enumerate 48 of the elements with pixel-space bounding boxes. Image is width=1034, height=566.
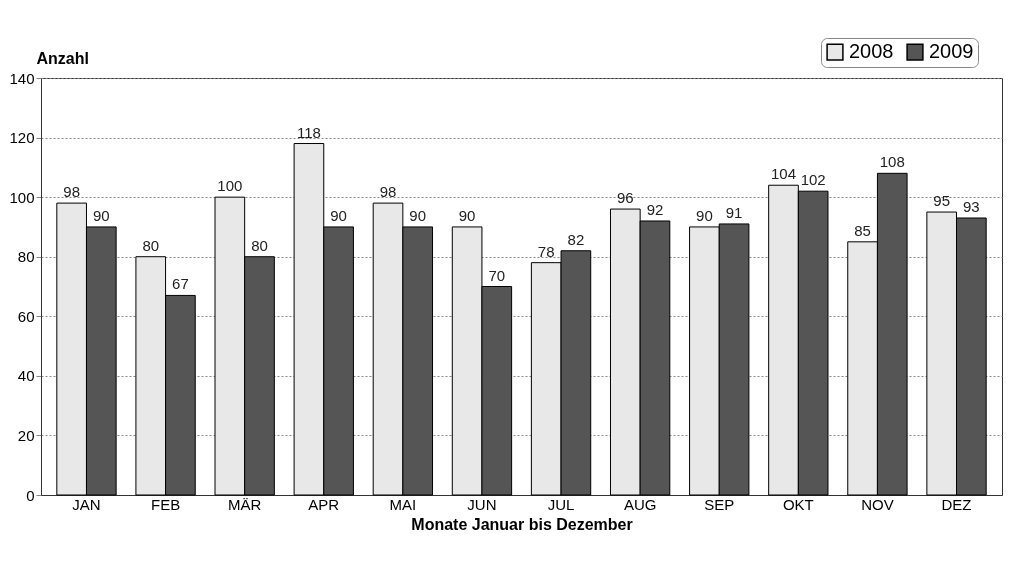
x-tick-label: JUL [547,495,575,513]
x-tick-label: MAI [389,495,417,513]
x-tick-label: JUN [467,495,497,513]
x-tick-label: AUG [623,495,657,513]
data-label: 80 [142,236,160,254]
data-label: 91 [725,203,743,221]
data-label: 90 [92,206,110,224]
data-label: 98 [63,183,80,201]
y-tick-label: 60 [17,307,35,325]
y-axis-title: Anzahl [36,49,89,67]
x-tick-label: NOV [861,495,894,513]
y-tick-label: 20 [17,426,35,444]
x-tick-label: DEZ [941,495,972,513]
x-tick-label: FEB [150,495,181,513]
legend-label: 2009 [929,40,974,63]
y-tick-label: 140 [9,69,35,87]
y-tick-label: 80 [17,248,35,266]
x-tick-label: SEP [704,495,735,513]
data-label: 102 [800,171,826,189]
y-tick-label: 120 [9,129,35,147]
x-tick-label: JAN [72,495,101,513]
x-axis-title: Monate Januar bis Dezember [411,515,633,533]
x-tick-label: APR [308,495,340,513]
data-label: 96 [616,189,634,207]
data-label: 108 [879,153,905,171]
data-label: 98 [379,183,397,201]
data-label: 104 [770,165,797,183]
data-label: 82 [567,230,585,248]
data-label: 100 [217,177,243,195]
data-label: 118 [296,123,321,141]
data-label: 92 [646,200,664,218]
data-label: 67 [172,275,189,293]
data-label: 70 [488,266,506,284]
data-label: 90 [458,206,476,224]
data-label: 93 [963,197,980,215]
data-label: 78 [537,242,555,260]
legend-label: 2008 [849,40,894,63]
x-tick-label: OKT [782,495,814,513]
data-label: 85 [854,221,871,239]
y-tick-label: 100 [9,188,35,206]
y-tick-label: 40 [17,367,35,385]
data-label: 90 [696,206,713,224]
data-label: 80 [251,236,268,254]
data-label: 90 [330,206,347,224]
data-label: 95 [933,192,951,210]
y-tick-label: 0 [26,486,35,504]
x-tick-label: MÄR [228,495,262,513]
data-label: 90 [409,206,427,224]
